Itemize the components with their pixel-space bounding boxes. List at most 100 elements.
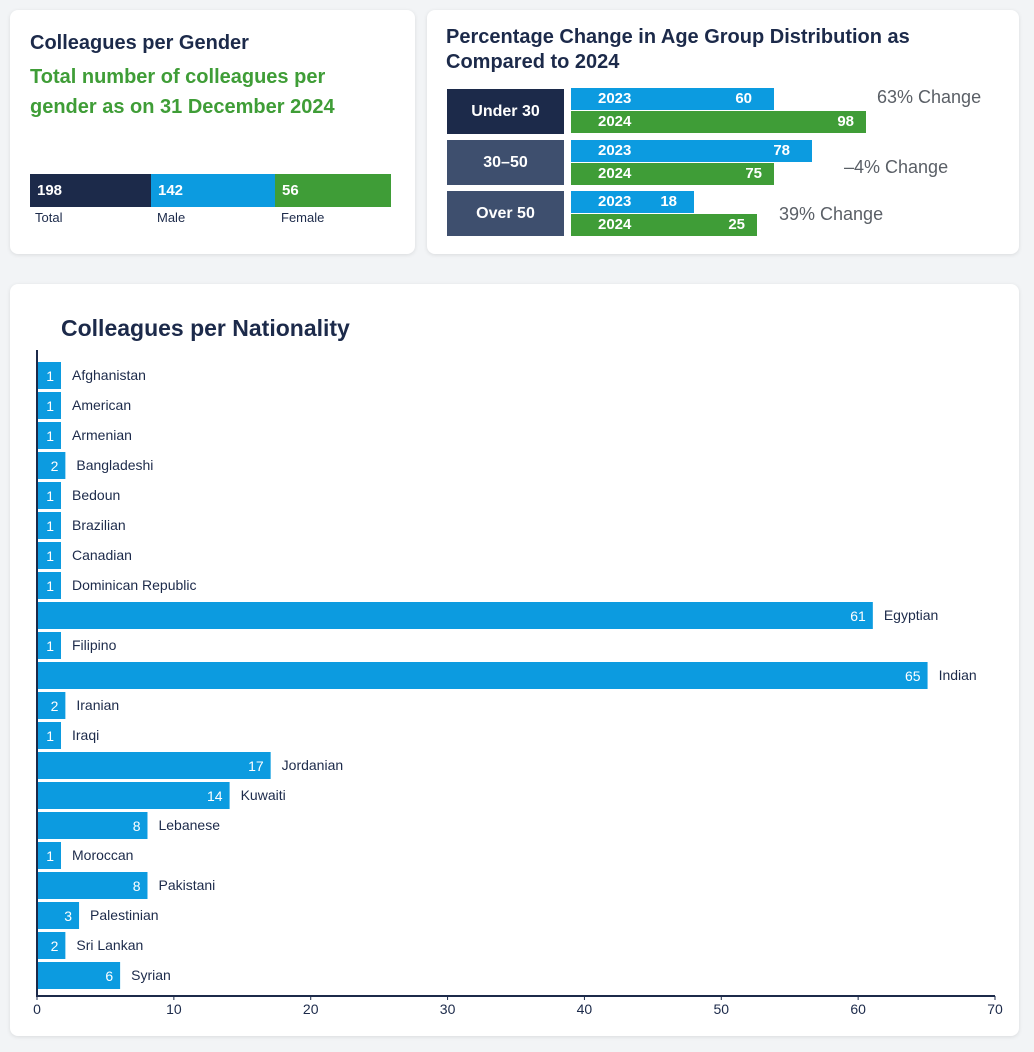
bar-value-label: 1 — [46, 728, 54, 744]
category-label: Sri Lankan — [76, 937, 143, 953]
bar — [38, 632, 61, 659]
age-year-label: 2023 — [598, 142, 632, 159]
age-change-text: –4% Change — [844, 157, 949, 177]
category-label: Iranian — [76, 697, 119, 713]
category-label: Lebanese — [158, 817, 220, 833]
bar — [38, 752, 271, 779]
gender-bar-female: 56 — [275, 174, 391, 207]
gender-card: Colleagues per Gender Total number of co… — [10, 10, 415, 254]
x-tick-label: 0 — [33, 1001, 41, 1017]
age-bar-2023: 2023 60 — [571, 88, 774, 110]
gender-subtitle-line1: Total number of colleagues per — [30, 66, 326, 88]
bar — [38, 842, 61, 869]
category-label: Moroccan — [72, 847, 133, 863]
gender-female-value: 56 — [282, 182, 299, 199]
x-tick-label: 60 — [850, 1001, 866, 1017]
category-label: Kuwaiti — [241, 787, 286, 803]
category-label: Pakistani — [158, 877, 215, 893]
age-value: 75 — [745, 165, 762, 182]
category-label: Brazilian — [72, 517, 126, 533]
bar-value-label: 1 — [46, 548, 54, 564]
bar — [38, 962, 121, 989]
age-value: 98 — [837, 113, 854, 130]
category-label: Afghanistan — [72, 367, 146, 383]
category-label: Filipino — [72, 637, 117, 653]
bar — [38, 542, 61, 569]
bar — [38, 572, 61, 599]
bar — [38, 872, 148, 899]
nationality-chart: 1 Afghanistan 1 American 1 Armenian 2 Banglades… — [33, 350, 1003, 1017]
nationality-card: Colleagues per Nationality 1 Afghanistan 1… — [10, 284, 1019, 1036]
bar — [38, 662, 928, 689]
bar — [38, 602, 873, 629]
age-bar-2024: 2024 98 — [571, 111, 866, 133]
age-group-label: Under 30 — [471, 103, 540, 120]
gender-title: Colleagues per Gender — [30, 32, 249, 54]
age-year-label: 2024 — [598, 165, 632, 182]
age-value: 18 — [660, 193, 677, 210]
bar-value-label: 2 — [51, 938, 59, 954]
x-tick-label: 30 — [440, 1001, 456, 1017]
age-group-box: Under 30 — [447, 89, 564, 134]
bar — [38, 422, 61, 449]
x-tick-label: 20 — [303, 1001, 319, 1017]
age-year-label: 2023 — [598, 193, 632, 210]
category-label: Iraqi — [72, 727, 99, 743]
bar-value-label: 3 — [64, 908, 72, 924]
bar — [38, 482, 61, 509]
age-change-text: 63% Change — [877, 87, 982, 107]
age-title-line1: Percentage Change in Age Group Distribut… — [446, 26, 910, 48]
bar-value-label: 1 — [46, 578, 54, 594]
bar-value-label: 1 — [46, 428, 54, 444]
gender-label-female: Female — [281, 210, 325, 225]
category-label: Bangladeshi — [76, 457, 153, 473]
x-tick-label: 70 — [987, 1001, 1003, 1017]
age-change-text: 39% Change — [779, 204, 884, 224]
category-label: Armenian — [72, 427, 132, 443]
age-bar-2024: 2024 75 — [571, 163, 774, 185]
gender-bar-total: 198 — [30, 174, 151, 207]
bar-value-label: 2 — [51, 698, 59, 714]
age-value: 25 — [728, 216, 745, 233]
age-bar-2023: 2023 78 — [571, 140, 812, 162]
gender-bar-male: 142 — [151, 174, 275, 207]
gender-male-value: 142 — [158, 182, 184, 199]
age-bar-2024: 2024 25 — [571, 214, 757, 236]
bar — [38, 932, 66, 959]
bar — [38, 512, 61, 539]
category-label: American — [72, 397, 131, 413]
category-label: Palestinian — [90, 907, 159, 923]
x-tick-label: 10 — [166, 1001, 182, 1017]
age-value: 60 — [735, 90, 752, 107]
bar-value-label: 8 — [133, 878, 141, 894]
bar-value-label: 1 — [46, 518, 54, 534]
bar — [38, 812, 148, 839]
age-group-label: 30–50 — [483, 154, 528, 171]
gender-label-male: Male — [157, 210, 186, 225]
age-value: 78 — [773, 142, 790, 159]
bar-value-label: 1 — [46, 488, 54, 504]
gender-label-total: Total — [35, 210, 63, 225]
bar-value-label: 65 — [905, 668, 921, 684]
category-label: Canadian — [72, 547, 132, 563]
bar-value-label: 1 — [46, 398, 54, 414]
bar — [38, 782, 230, 809]
category-label: Bedoun — [72, 487, 120, 503]
bar — [38, 452, 66, 479]
bar — [38, 692, 66, 719]
nationality-title: Colleagues per Nationality — [61, 315, 350, 341]
bar-value-label: 1 — [46, 848, 54, 864]
bar-value-label: 17 — [248, 758, 264, 774]
bar-value-label: 1 — [46, 368, 54, 384]
age-year-label: 2024 — [598, 113, 632, 130]
gender-subtitle-line2: gender as on 31 December 2024 — [30, 96, 335, 118]
x-tick-label: 50 — [713, 1001, 729, 1017]
bar-value-label: 61 — [850, 608, 866, 624]
bar — [38, 902, 80, 929]
age-group-label: Over 50 — [476, 205, 535, 222]
x-tick-label: 40 — [577, 1001, 593, 1017]
age-card: Percentage Change in Age Group Distribut… — [427, 10, 1019, 254]
age-year-label: 2024 — [598, 216, 632, 233]
bar-value-label: 2 — [51, 458, 59, 474]
age-group-box: Over 50 — [447, 191, 564, 236]
